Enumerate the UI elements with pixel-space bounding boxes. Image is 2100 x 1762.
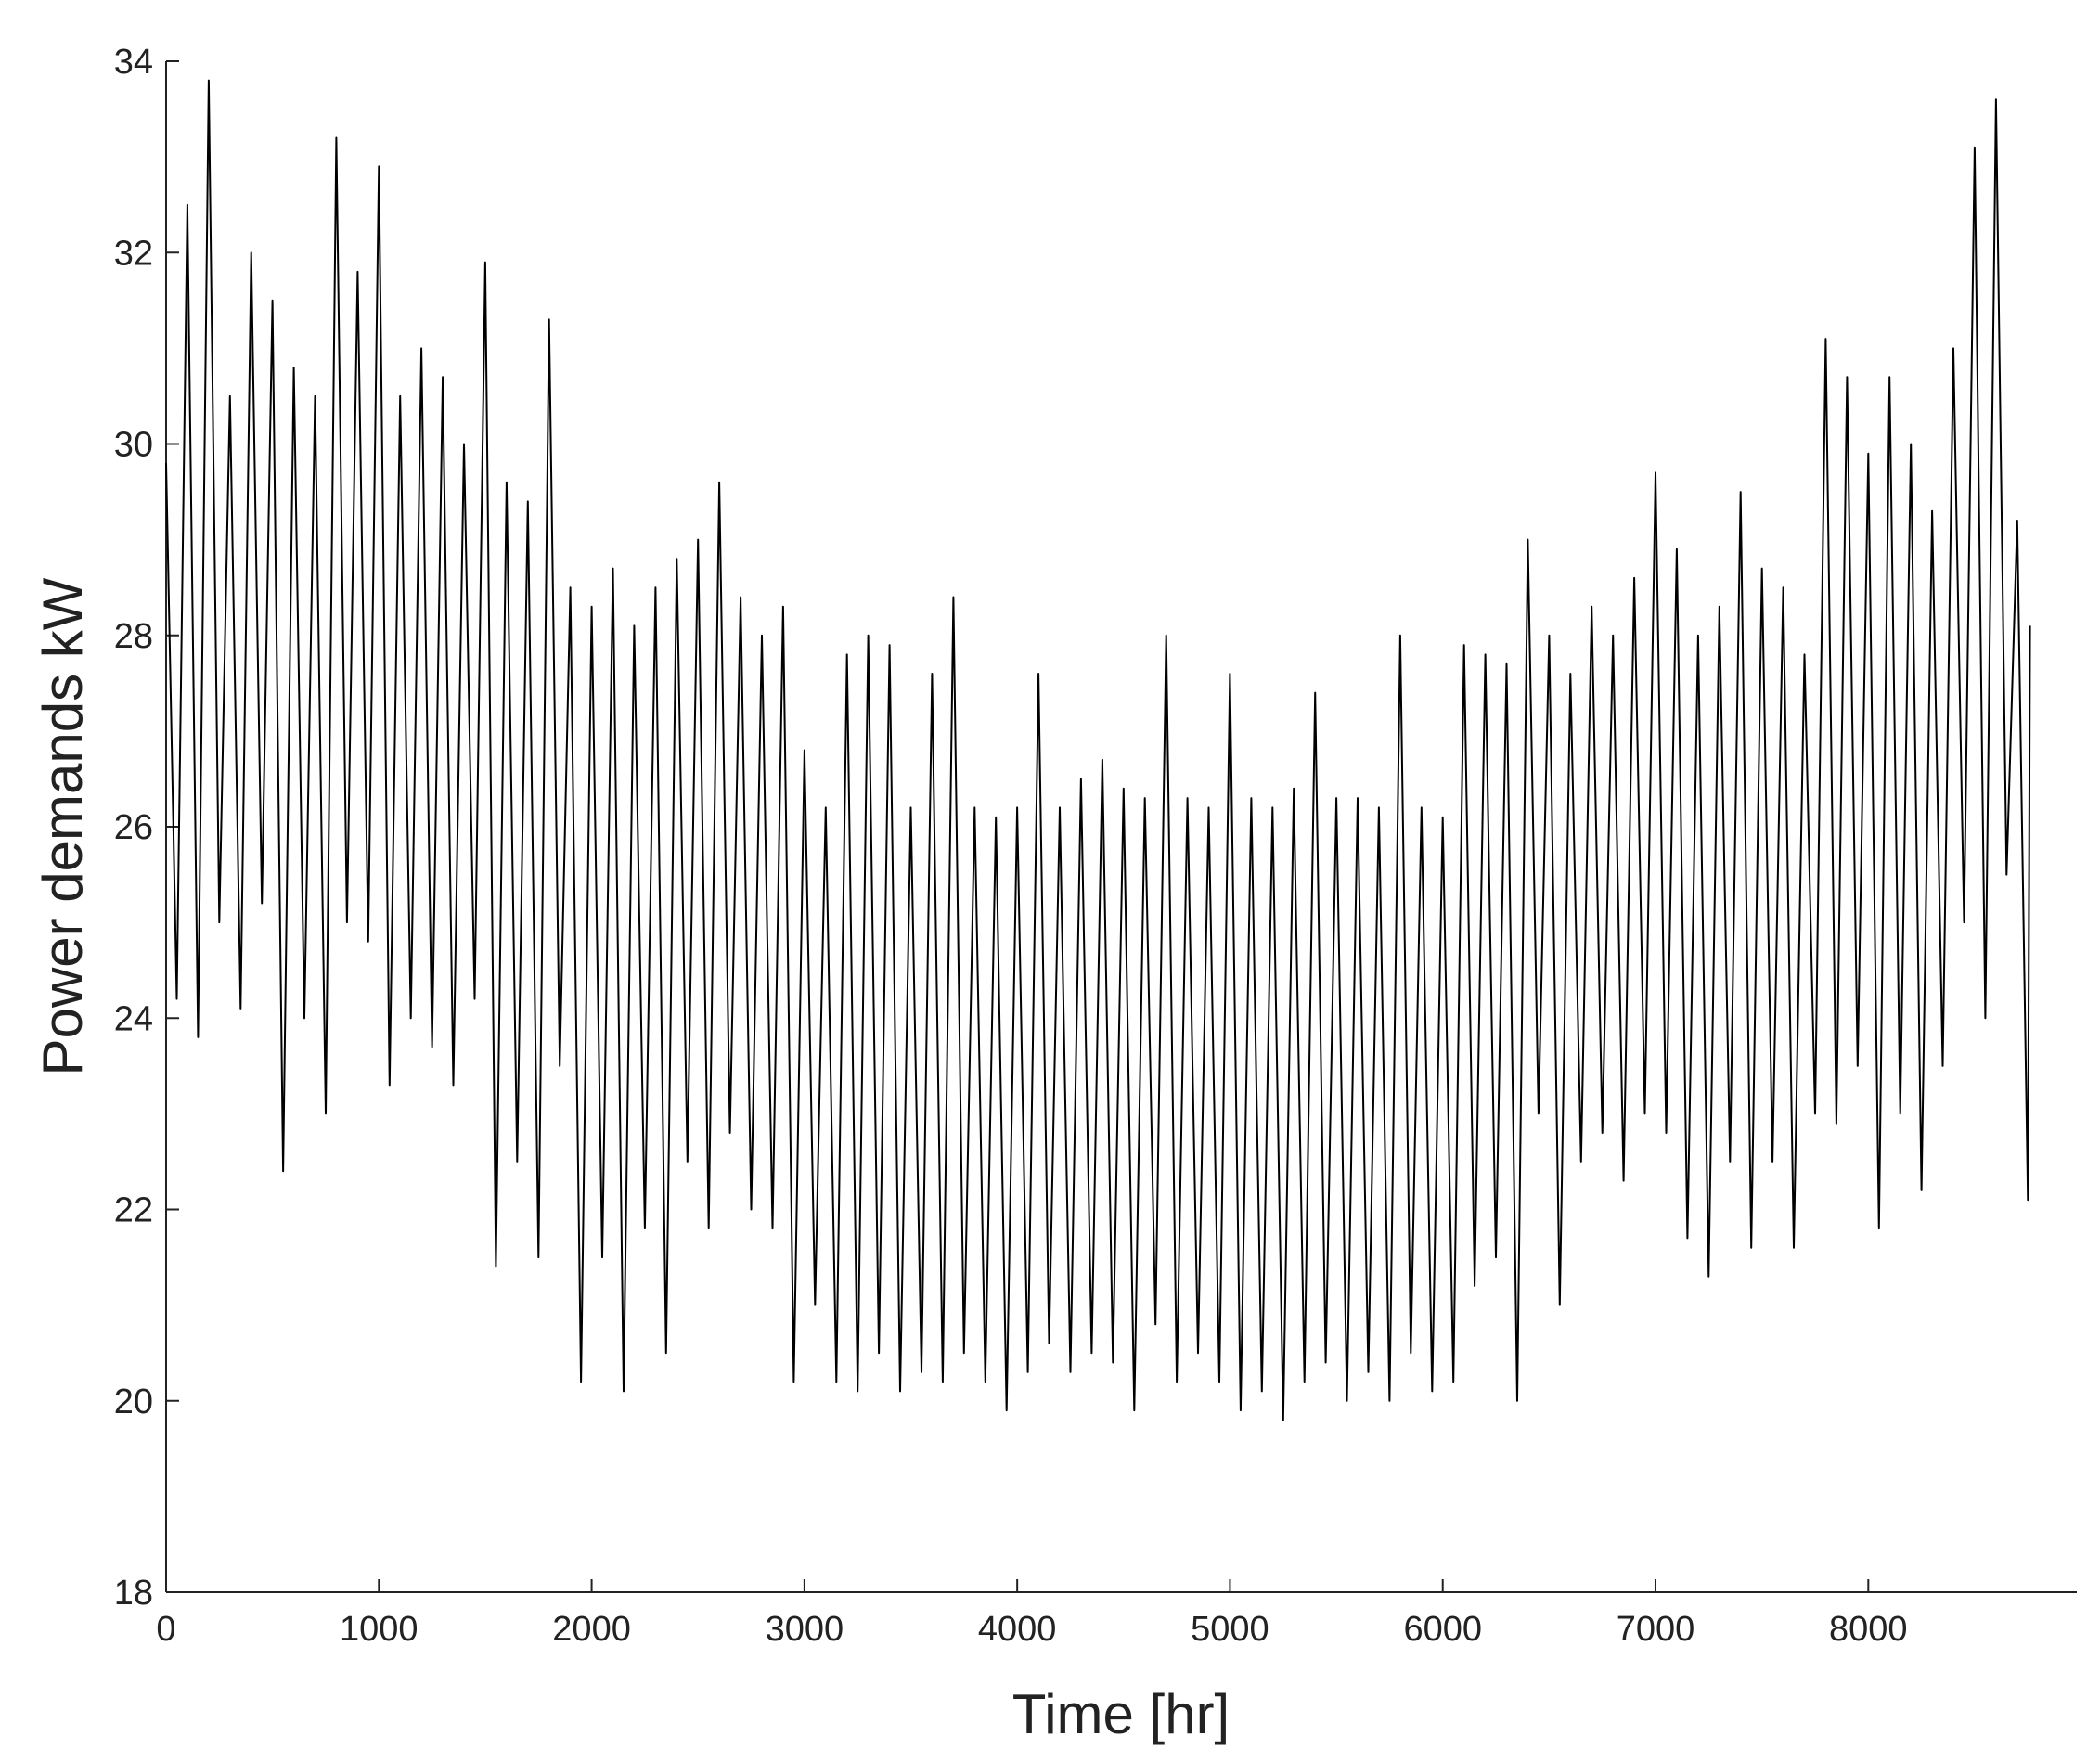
- x-tick-label: 4000: [978, 1610, 1057, 1649]
- x-tick-label: 1000: [340, 1610, 419, 1649]
- x-tick-label: 8000: [1829, 1610, 1908, 1649]
- data-line: [165, 79, 2031, 1421]
- y-tick-label: 24: [114, 999, 153, 1038]
- x-tick-label: 5000: [1191, 1610, 1269, 1649]
- y-tick-label: 34: [114, 43, 153, 82]
- y-tick-label: 30: [114, 426, 153, 465]
- y-tick-label: 18: [114, 1574, 153, 1613]
- y-tick-label: 22: [114, 1191, 153, 1230]
- y-tick-label: 32: [114, 234, 153, 273]
- y-axis-label: Power demands kW: [32, 577, 94, 1075]
- x-tick-label: 2000: [552, 1610, 631, 1649]
- x-tick-label: 3000: [766, 1610, 844, 1649]
- x-tick-label: 6000: [1403, 1610, 1482, 1649]
- x-tick-label: 0: [156, 1610, 175, 1649]
- y-tick-label: 28: [114, 617, 153, 656]
- x-tick-label: 7000: [1617, 1610, 1695, 1649]
- y-tick-label: 20: [114, 1383, 153, 1421]
- y-tick-label: 26: [114, 808, 153, 847]
- x-axis-label: Time [hr]: [1012, 1683, 1230, 1745]
